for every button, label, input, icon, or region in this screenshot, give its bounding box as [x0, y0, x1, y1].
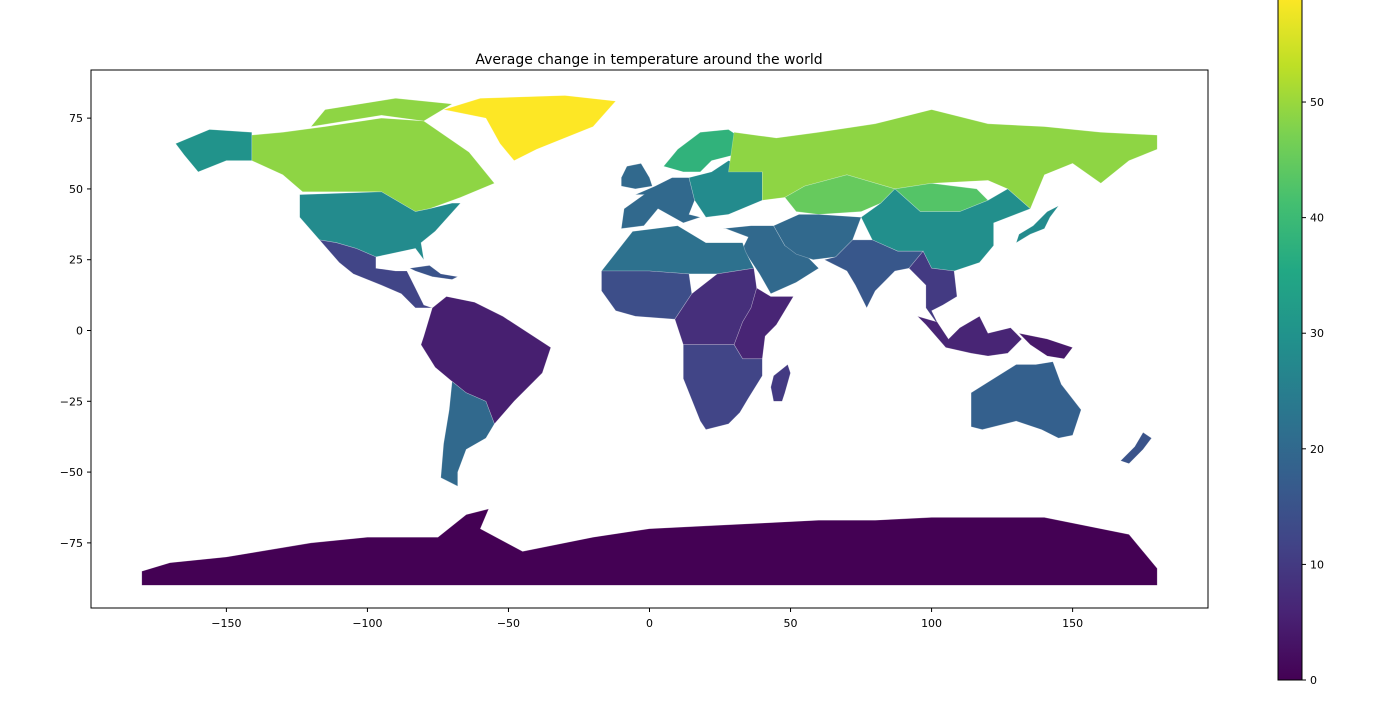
x-tick-label: −50	[497, 617, 520, 630]
colorbar-ticks: 0 10 20 30 40 50	[1302, 96, 1324, 687]
region-russia	[728, 109, 1158, 210]
colorbar-tick-label: 0	[1310, 674, 1317, 687]
x-tick-label: −100	[352, 617, 382, 630]
y-tick-label: 75	[69, 112, 83, 125]
region-alaska	[175, 129, 253, 173]
region-southern-africa	[682, 344, 763, 430]
region-canada	[251, 117, 495, 212]
region-australia	[970, 361, 1082, 439]
region-western-europe	[620, 177, 702, 229]
region-united-states	[299, 191, 462, 260]
region-indonesia	[916, 315, 1023, 357]
colorbar-tick-label: 20	[1310, 443, 1324, 456]
y-tick-label: −75	[60, 537, 83, 550]
y-tick-label: 25	[69, 254, 83, 267]
region-caribbean	[408, 265, 459, 280]
region-mexico-central-america	[318, 239, 433, 309]
region-uk-ireland	[620, 163, 653, 190]
y-tick-label: 0	[76, 325, 83, 338]
map-regions	[141, 95, 1158, 586]
chart-title: Average change in temperature around the…	[475, 52, 822, 68]
y-tick-label: 50	[69, 183, 83, 196]
x-tick-label: 50	[784, 617, 798, 630]
region-madagascar	[770, 363, 791, 402]
region-argentina-chile	[440, 380, 495, 487]
region-west-africa	[601, 270, 693, 320]
region-japan	[1015, 205, 1059, 244]
colorbar-tick-label: 50	[1310, 96, 1324, 109]
colorbar	[1277, 0, 1303, 681]
region-new-zealand	[1120, 431, 1153, 464]
y-tick-label: −25	[60, 395, 83, 408]
region-southeast-asia	[908, 250, 958, 328]
y-axis: −75 −50 −25 0 25 50 75	[60, 112, 91, 550]
region-north-africa	[600, 225, 755, 275]
colorbar-tick-label: 30	[1310, 327, 1324, 340]
region-papua-new-guinea	[1018, 332, 1074, 360]
region-antarctica	[141, 508, 1158, 586]
region-greenland	[443, 95, 617, 161]
region-canadian-arctic	[310, 97, 454, 128]
x-tick-label: 0	[646, 617, 653, 630]
x-tick-label: 100	[921, 617, 942, 630]
x-tick-label: 150	[1062, 617, 1083, 630]
colorbar-tick-label: 10	[1310, 558, 1324, 571]
region-south-america-north-	[420, 296, 552, 425]
x-tick-label: −150	[211, 617, 241, 630]
x-axis: −150 −100 −50 0 50 100 150	[211, 608, 1083, 630]
y-tick-label: −50	[60, 466, 83, 479]
colorbar-tick-label: 40	[1310, 212, 1324, 225]
